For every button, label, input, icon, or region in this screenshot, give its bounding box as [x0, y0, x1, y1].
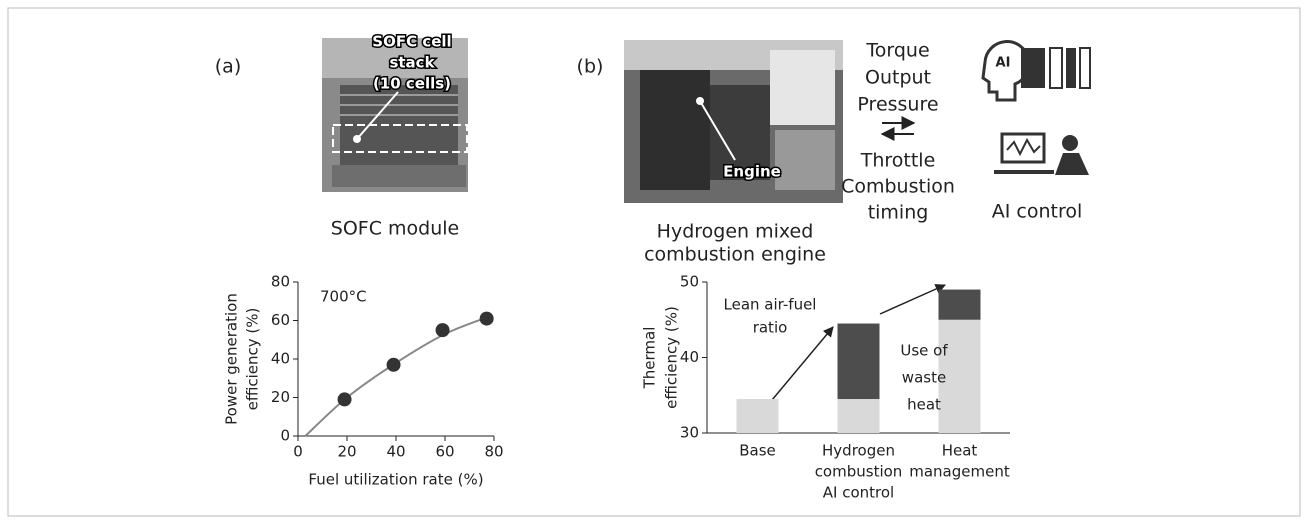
ai-caption: AI control [992, 201, 1083, 223]
x-tick-label: combustion [815, 463, 903, 481]
annotation-arrow [879, 284, 946, 315]
x-tick-label: Hydrogen [822, 442, 895, 460]
annotation: Use of [900, 342, 948, 360]
y-tick-label: 0 [280, 427, 290, 445]
y-tick-label: 40 [271, 350, 290, 368]
y-tick-label: 40 [680, 348, 699, 366]
panel-label: (b) [577, 56, 604, 78]
y-tick-label: 30 [680, 424, 699, 442]
annotation: heat [907, 396, 941, 414]
x-tick-label: Base [739, 442, 776, 460]
y-axis-label: efficiency (%) [663, 306, 681, 409]
bar-segment [736, 399, 779, 433]
bar-segment [837, 399, 880, 433]
x-tick-label: 20 [337, 443, 356, 461]
signal-label: Output [865, 67, 931, 89]
point [386, 357, 401, 372]
bar-segment [938, 319, 981, 433]
signal-label: Throttle [860, 150, 936, 172]
x-tick-label: 60 [435, 443, 454, 461]
bar-segment [837, 323, 880, 400]
x-tick-label: Heat [942, 442, 978, 460]
panel-label: (a) [215, 56, 241, 78]
annotation: waste [902, 369, 946, 387]
y-axis-label: efficiency (%) [244, 308, 262, 411]
photo-caption: Hydrogen mixed [657, 221, 814, 243]
bar-segment [938, 289, 981, 320]
photo-caption: combustion engine [644, 244, 826, 266]
ai-icon: AI [981, 40, 1091, 175]
engine-photo [624, 40, 843, 203]
trend-line [304, 315, 490, 437]
photo-label: SOFC cell [372, 33, 451, 51]
sofc-photo [322, 38, 468, 192]
x-tick-label: AI control [823, 484, 894, 502]
x-tick-label: 80 [484, 443, 503, 461]
y-tick-label: 60 [271, 311, 290, 329]
annotation: Lean air-fuel [724, 296, 817, 314]
frame [7, 7, 1301, 517]
y-axis-label: Power generation [223, 293, 241, 425]
y-axis-label: Thermal [641, 327, 659, 390]
annotation: ratio [753, 319, 788, 337]
y-tick-label: 20 [271, 388, 290, 406]
x-axis-label: Fuel utilization rate (%) [308, 471, 483, 489]
photo-label: (10 cells) [373, 75, 451, 93]
y-tick-label: 50 [680, 273, 699, 291]
y-tick-label: 80 [271, 273, 290, 291]
point [479, 311, 494, 326]
point [435, 323, 450, 338]
signal-label: Combustion [841, 176, 955, 198]
x-tick-label: management [909, 463, 1010, 481]
svg-text:AI: AI [996, 56, 1011, 71]
x-tick-label: 0 [293, 443, 303, 461]
signal-label: Torque [865, 40, 929, 62]
signal-label: Pressure [857, 94, 938, 116]
photo-label: Engine [723, 163, 781, 181]
signal-label: timing [868, 202, 929, 224]
photo-label: stack [389, 54, 435, 72]
photo-caption: SOFC module [331, 218, 459, 240]
annotation-arrow [771, 326, 834, 401]
annotation: 700°C [320, 288, 367, 306]
x-tick-label: 40 [386, 443, 405, 461]
point [337, 392, 352, 407]
